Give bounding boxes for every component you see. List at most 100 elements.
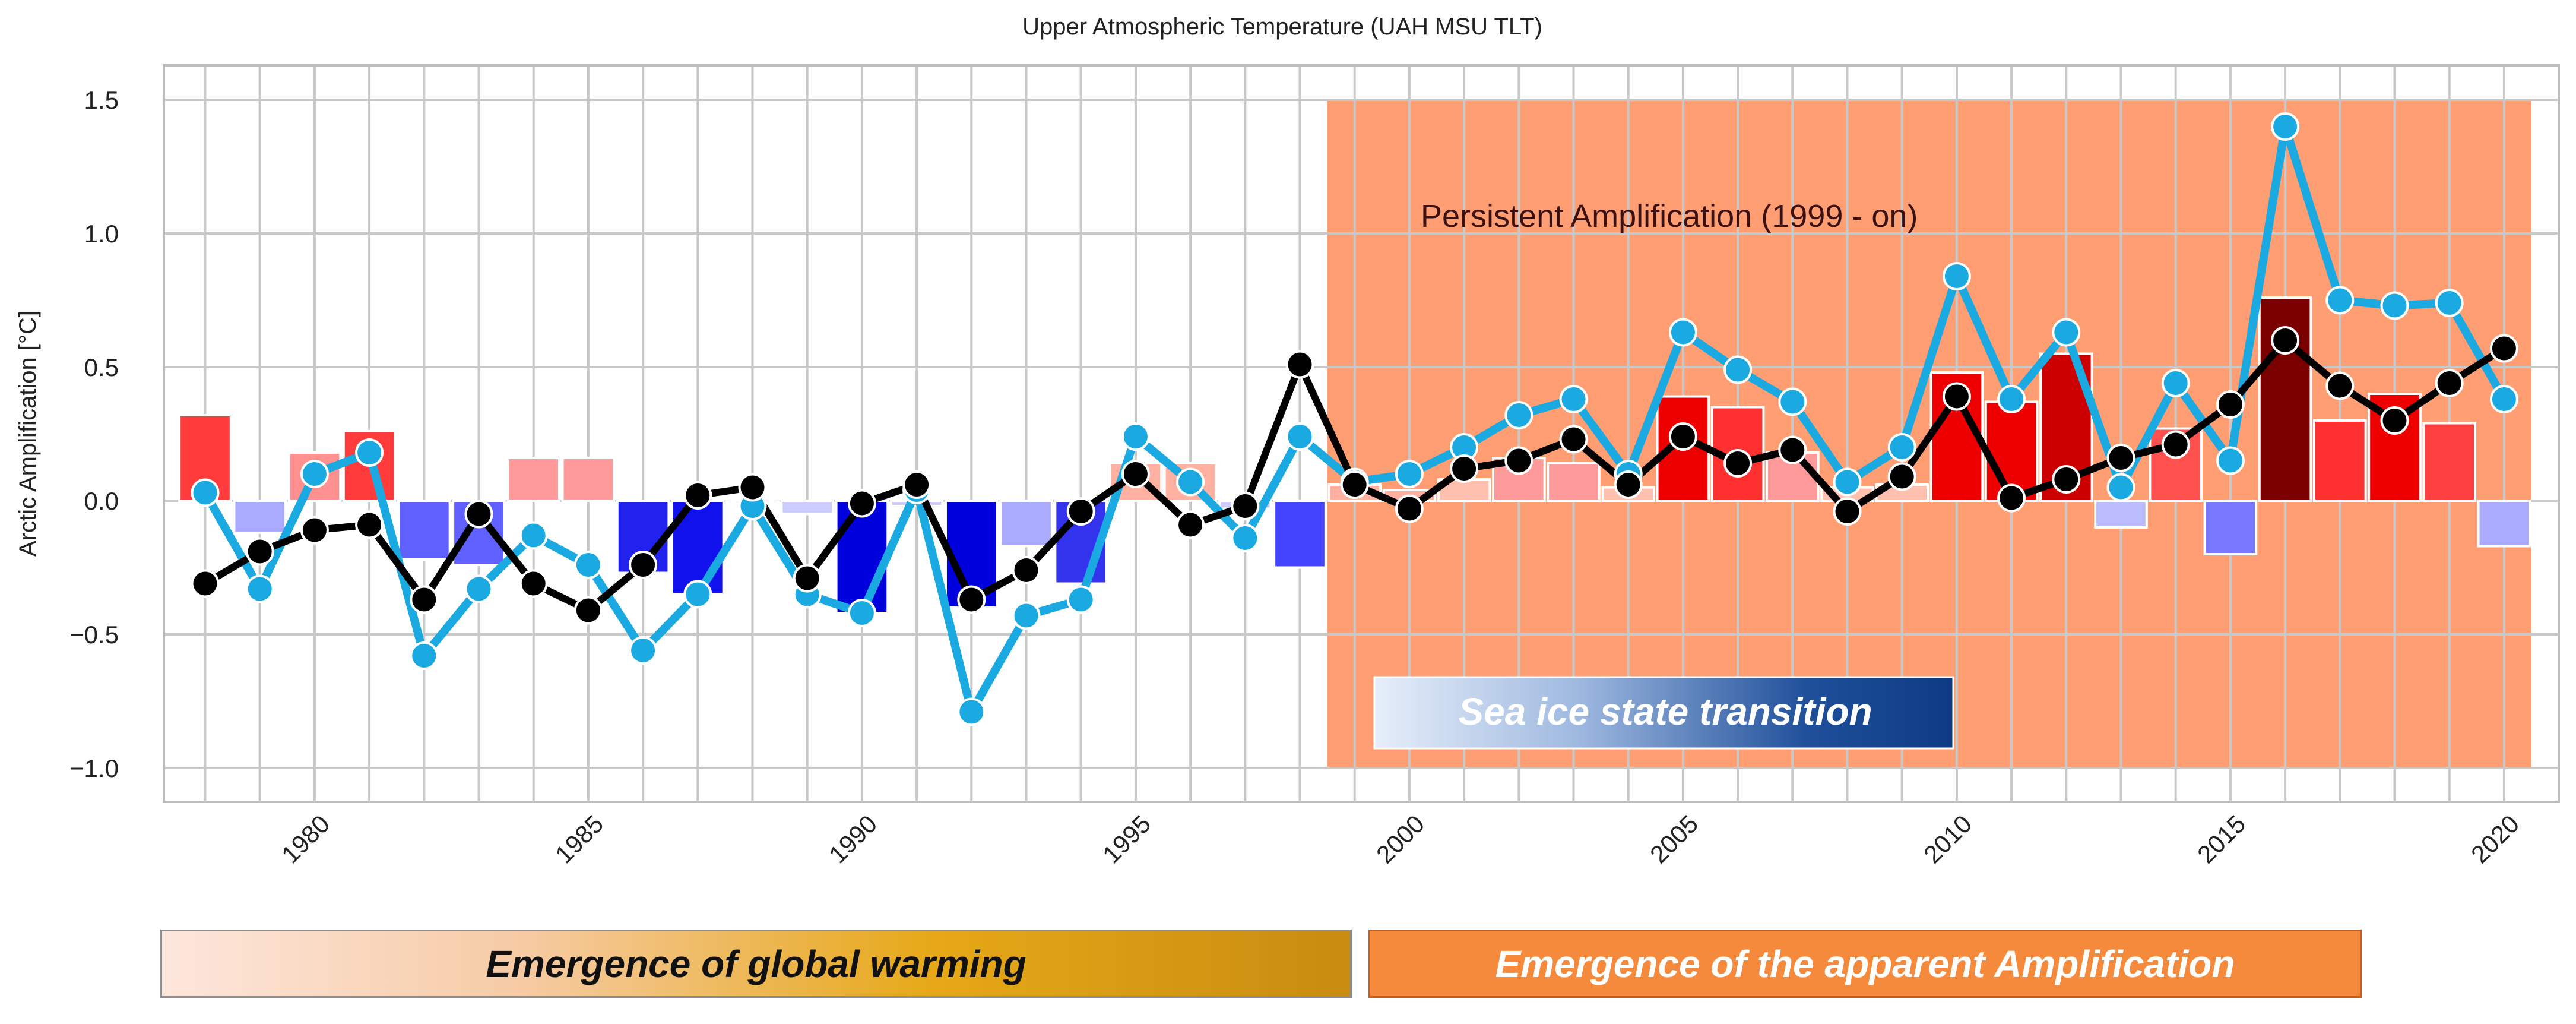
bar-1985 [561,457,616,502]
global-point-2000 [1395,494,1424,523]
arctic-point-1996 [1176,467,1205,497]
bar-1984 [506,457,561,502]
global-point-2019 [2435,369,2464,397]
global-point-1998 [1285,350,1314,379]
arctic-point-1987 [683,580,712,609]
global-point-2007 [1778,435,1807,464]
global-point-1992 [957,585,986,614]
global-point-2006 [1723,449,1753,478]
arctic-point-1982 [410,641,439,670]
global-point-1999 [1340,470,1369,499]
arctic-point-1980 [300,460,329,488]
arctic-point-2005 [1668,318,1697,347]
global-point-1980 [300,516,329,545]
y-tick-labels: 1.5 1.0 0.5 0.0 −0.5 −1.0 [69,86,119,782]
arctic-point-2009 [1887,433,1916,462]
x-tick-2020: 2020 [2466,810,2524,868]
global-point-1984 [519,569,548,598]
global-point-1985 [573,596,603,625]
bar-1989 [780,500,835,516]
arctic-point-1981 [355,438,384,467]
global-point-2001 [1450,454,1479,483]
emergence-amplification-band: Emergence of the apparent Amplification [1368,930,2362,998]
arctic-point-2000 [1395,460,1424,488]
global-point-1978 [191,569,220,598]
arctic-point-2016 [2271,112,2300,141]
emergence-global-warming-band: Emergence of global warming [160,930,1352,998]
global-point-2014 [2161,430,2190,459]
arctic-point-1983 [464,574,493,603]
global-point-2009 [1887,462,1916,491]
global-point-1995 [1121,460,1150,488]
arctic-point-2003 [1559,385,1588,413]
y-tick-1: 1.0 [84,220,119,248]
arctic-point-2008 [1833,467,1862,497]
emergence-amplification-label: Emergence of the apparent Amplification [1495,942,2235,985]
arctic-point-1979 [245,574,274,603]
x-tick-1985: 1985 [550,810,609,868]
global-point-2016 [2271,326,2300,355]
global-point-1982 [410,585,439,614]
bar-2019 [2422,422,2477,502]
arctic-point-1990 [847,599,876,627]
y-axis-label: Arctic Amplification [°C] [15,311,41,557]
global-point-1979 [245,537,274,566]
chart-title: Upper Atmospheric Temperature (UAH MSU T… [1022,14,1542,40]
arctic-point-1997 [1231,524,1260,552]
arctic-point-1993 [1012,601,1041,630]
global-point-2017 [2325,371,2355,400]
global-point-2002 [1504,446,1533,475]
bar-2017 [2312,419,2367,502]
global-point-1990 [847,489,876,518]
arctic-point-2017 [2325,286,2355,315]
global-point-2008 [1833,497,1862,526]
emergence-global-warming-label: Emergence of global warming [486,942,1026,985]
global-point-2020 [2489,334,2518,363]
arctic-point-1985 [573,551,603,579]
arctic-point-2014 [2161,369,2190,397]
x-tick-1995: 1995 [1097,810,1156,868]
bar-1982 [397,500,451,561]
bar-2003 [1547,462,1601,502]
persistent-amplification-label: Persistent Amplification (1999 - on) [1421,198,1918,234]
global-point-1989 [793,564,822,593]
arctic-point-2018 [2380,291,2409,320]
global-point-2003 [1559,425,1588,454]
x-tick-2010: 2010 [1918,810,1977,868]
arctic-point-2011 [1997,385,2026,413]
arctic-point-2007 [1778,387,1807,416]
bar-1979 [233,500,287,534]
bar-2015 [2203,500,2258,555]
y-tick-0: 1.5 [84,86,119,114]
arctic-point-1992 [957,697,986,726]
sea-ice-box [1373,676,1954,750]
arctic-point-1998 [1285,422,1314,451]
x-tick-labels: 1980 1985 1990 1995 2000 2005 2010 2015 2020 [276,810,2524,868]
global-point-1986 [629,551,658,579]
x-tick-2000: 2000 [1371,810,1430,868]
y-tick-4: −0.5 [69,621,119,649]
y-tick-3: 0.0 [84,487,119,515]
global-point-1996 [1176,510,1205,539]
global-point-1994 [1066,497,1095,526]
y-tick-5: −1.0 [69,754,119,782]
arctic-point-1978 [191,478,220,507]
global-point-2018 [2380,406,2409,435]
arctic-point-1984 [519,521,548,550]
global-point-2004 [1614,470,1643,499]
x-tick-1990: 1990 [823,810,882,868]
global-point-1987 [683,481,712,510]
global-point-2011 [1997,483,2026,513]
x-tick-1980: 1980 [276,810,335,868]
arctic-point-1994 [1066,585,1095,614]
global-point-1981 [355,510,384,539]
arctic-point-2010 [1942,262,1971,290]
bar-1998 [1273,500,1327,569]
global-point-2013 [2106,444,2135,472]
x-tick-2015: 2015 [2192,810,2251,868]
global-point-1983 [464,500,493,529]
arctic-point-2002 [1504,401,1533,429]
arctic-point-2013 [2106,473,2135,502]
global-point-2005 [1668,422,1697,451]
